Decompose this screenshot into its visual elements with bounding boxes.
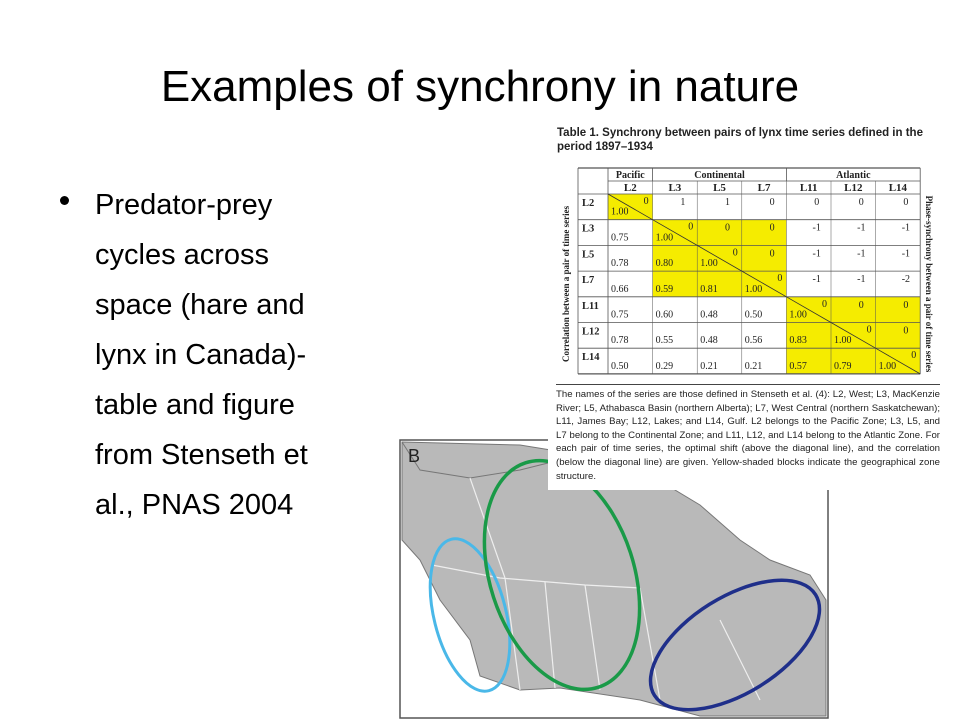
table-caption: Table 1. Synchrony between pairs of lynx…: [557, 127, 923, 153]
pacific-ellipse: [428, 537, 512, 693]
table-footnote: The names of the series are those define…: [556, 384, 940, 483]
map-label: B: [408, 446, 420, 466]
continental-ellipse: [482, 458, 642, 692]
atlantic-ellipse: [648, 578, 822, 712]
borders: [431, 477, 761, 701]
slide-title: Examples of synchrony in nature: [160, 62, 800, 111]
bullet-text: Predator-prey cycles across space (hare …: [95, 189, 308, 521]
bullet-dot: [60, 196, 69, 205]
